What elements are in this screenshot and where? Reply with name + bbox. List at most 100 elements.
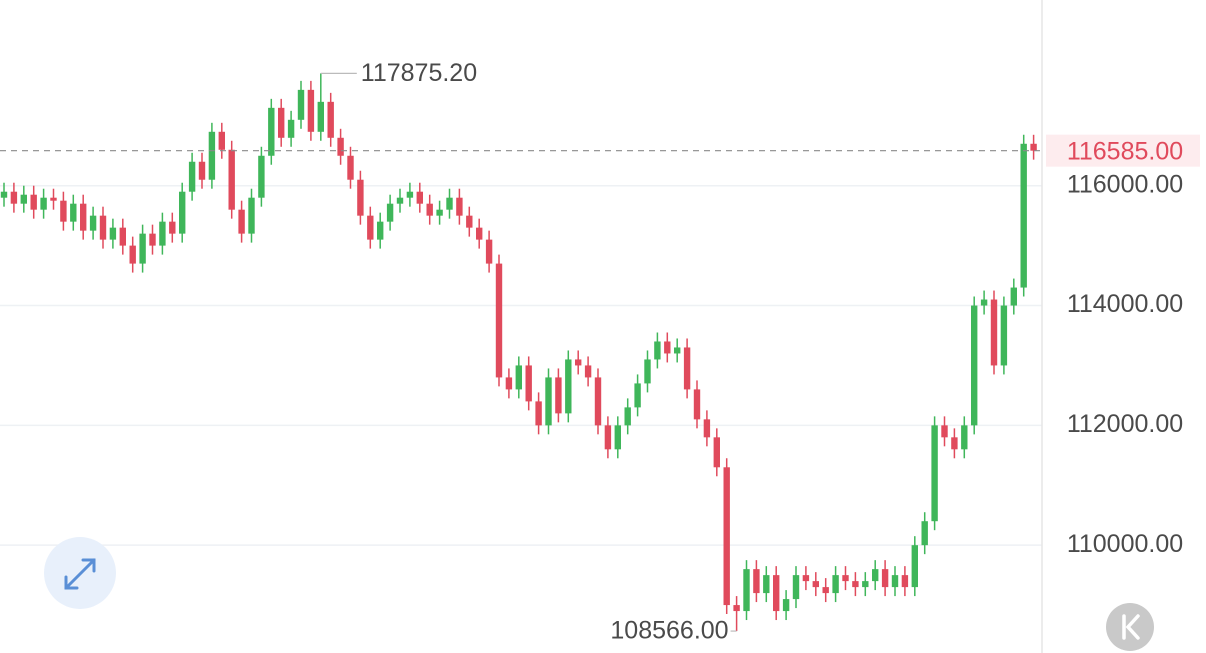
- candle-body: [40, 197, 47, 210]
- candle-body: [149, 233, 156, 246]
- candle-body: [1000, 305, 1008, 366]
- candle-body: [862, 581, 869, 588]
- candle-body: [169, 221, 176, 234]
- candle-body: [763, 575, 770, 594]
- candle-body: [802, 575, 810, 582]
- candle-body: [89, 215, 97, 231]
- candle-body: [436, 209, 443, 216]
- expand-button[interactable]: [44, 537, 116, 609]
- candle-body: [188, 161, 196, 192]
- candle-body: [0, 191, 8, 198]
- candle-body: [792, 575, 800, 600]
- candle-body: [347, 155, 354, 180]
- candle-body: [396, 197, 404, 204]
- candle-body: [60, 200, 67, 222]
- candle-body: [674, 347, 681, 354]
- candle-body: [99, 215, 107, 240]
- candle-body: [951, 437, 958, 450]
- candle-body: [624, 407, 631, 426]
- candle-body: [773, 575, 780, 612]
- candle-body: [139, 233, 146, 264]
- candle-body: [911, 545, 918, 588]
- candle-body: [495, 263, 503, 378]
- expand-icon[interactable]: [64, 558, 96, 590]
- candle-body: [416, 191, 423, 204]
- candle-body: [238, 209, 245, 234]
- y-tick-label: 110000.00: [1067, 530, 1183, 558]
- plot: 110000.00 112000.00 114000.00 116000.00 1165…: [0, 59, 1200, 645]
- candle-body: [881, 569, 889, 588]
- candle-body: [980, 299, 988, 306]
- candle-body: [505, 377, 513, 390]
- candle-body: [812, 581, 819, 588]
- candle-body: [208, 131, 216, 180]
- candle-body: [1020, 143, 1027, 288]
- candle-body: [931, 425, 938, 522]
- candle-body: [891, 575, 899, 588]
- candle-body: [466, 215, 473, 228]
- candle-body: [327, 101, 334, 138]
- last-price-box: [1046, 134, 1200, 167]
- candle-body: [575, 359, 582, 366]
- collapse-button[interactable]: [1106, 603, 1154, 651]
- y-tick-label: 112000.00: [1067, 410, 1183, 438]
- candle-body: [10, 191, 18, 204]
- candle-body: [268, 107, 275, 156]
- candle-body: [782, 599, 790, 612]
- candle-body: [555, 377, 562, 414]
- candle-body: [565, 359, 572, 414]
- candle-body: [159, 221, 166, 246]
- candle-body: [80, 203, 87, 231]
- candle-body: [1010, 287, 1017, 306]
- candle-body: [30, 194, 37, 210]
- candle-body: [476, 227, 483, 240]
- candle-body: [743, 569, 750, 612]
- candle-body: [278, 107, 285, 138]
- candle-body: [733, 605, 740, 612]
- candle-body: [485, 239, 493, 264]
- candle-body: [961, 425, 968, 450]
- candle-body: [664, 341, 671, 354]
- candle-body: [604, 425, 612, 450]
- candle-body: [842, 575, 849, 582]
- candle-body: [921, 521, 928, 546]
- candle-body: [456, 197, 463, 216]
- candle-body: [545, 377, 552, 426]
- candle-body: [713, 437, 720, 468]
- annotation-label: 108566.00: [610, 617, 728, 645]
- candle-body: [307, 89, 315, 132]
- candle-body: [901, 575, 909, 588]
- candle-body: [198, 161, 206, 180]
- candle-body: [654, 341, 661, 360]
- candle-body: [941, 425, 948, 438]
- candle-body: [297, 89, 305, 120]
- candle-body: [357, 179, 364, 216]
- candle-body: [446, 197, 453, 210]
- candle-body: [258, 155, 265, 198]
- candle-body: [287, 119, 295, 138]
- candle-body: [852, 581, 859, 588]
- candle-body: [50, 197, 57, 201]
- candle-body: [228, 149, 235, 210]
- candle-body: [109, 227, 117, 240]
- y-tick-label: 114000.00: [1067, 290, 1183, 318]
- candle-body: [634, 383, 641, 408]
- collapse-icon[interactable]: [1122, 614, 1140, 640]
- candle-body: [367, 215, 374, 240]
- candle-body: [832, 575, 839, 594]
- candle-body: [20, 194, 27, 204]
- candle-body: [525, 365, 532, 402]
- candle-body: [179, 191, 186, 234]
- candle-body: [703, 419, 711, 438]
- candle-body: [614, 425, 621, 450]
- candle-body: [753, 569, 760, 594]
- candle-body: [872, 569, 879, 582]
- candle-body: [584, 365, 592, 378]
- candle-body: [129, 245, 136, 264]
- candle-body: [119, 227, 126, 246]
- y-tick-label: 116000.00: [1067, 170, 1183, 198]
- candle-body: [594, 377, 602, 426]
- candle-body: [990, 299, 998, 366]
